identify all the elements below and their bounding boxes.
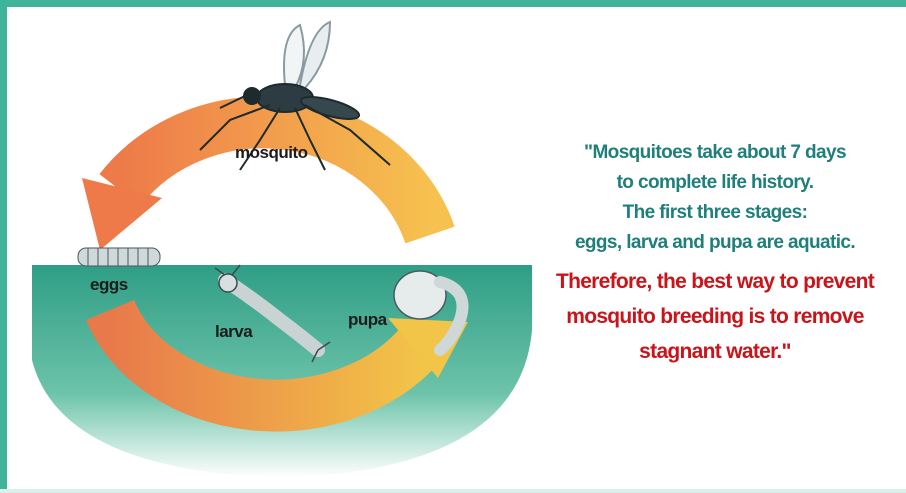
stage-label: mosquito [235,143,308,162]
stage-label: pupa [348,310,388,329]
larva-illustration [214,264,331,363]
info-line: "Mosquitoes take about 7 days [584,142,846,163]
frame-top [0,0,906,7]
emphasis-line: mosquito breeding is to remove [566,305,864,328]
frame-left [0,0,7,493]
emphasis-line: stagnant water." [639,340,791,363]
frame-bottom [0,489,906,493]
stage-label: larva [215,322,253,341]
water [32,265,532,478]
mosquito-illustration [199,20,391,171]
info-line: eggs, larva and pupa are aquatic. [575,232,855,253]
eggs-illustration [77,247,161,267]
caption: "Mosquitoes take about 7 days to complet… [556,142,876,363]
top-arrow [99,96,455,244]
bottom-arrow [86,299,440,432]
emphasis-line: Therefore, the best way to prevent [556,270,875,293]
stage-label: eggs [90,275,128,294]
pupa-illustration [393,270,469,356]
info-line: to complete life history. [617,172,814,193]
top-arrow-head [82,178,162,250]
info-line: The first three stages: [623,202,808,223]
